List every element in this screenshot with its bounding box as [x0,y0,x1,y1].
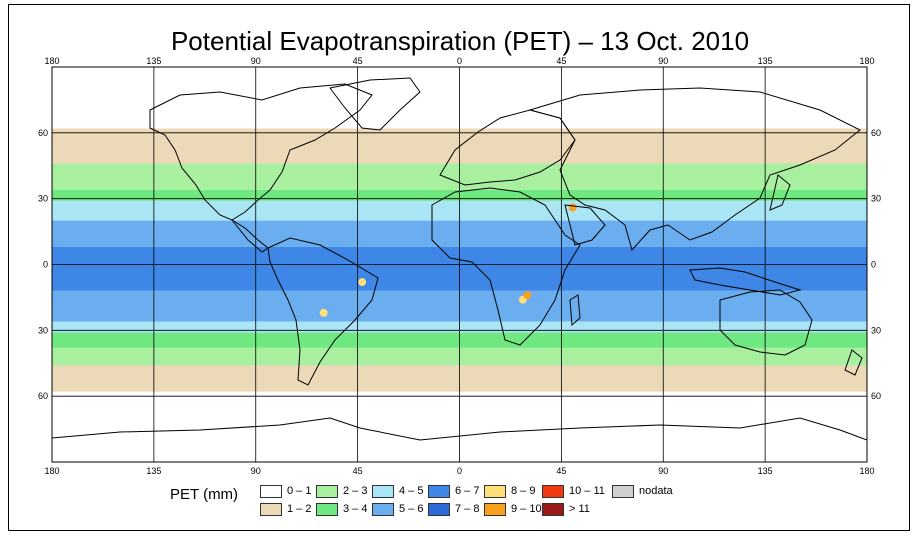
y-tick-left-1: 30 [38,194,48,204]
tick-labels: 180 180 135 135 90 90 45 45 0 0 45 45 90 90 135 135 180 1… [38,56,881,476]
legend-label-0: 0 – 1 [287,485,312,497]
y-tick-left-0: 60 [38,128,48,138]
legend-label-6: 6 – 7 [455,485,480,497]
australia-outline [719,289,813,356]
pet-hotspot-3 [319,308,328,317]
y-tick-right-1: 30 [871,194,881,204]
legend-label-3: 3 – 4 [343,503,368,515]
map-border [51,66,868,463]
legend-swatch-1 [260,503,282,516]
x-tick-bottom-5: 45 [556,466,566,476]
y-tick-right-4: 60 [871,391,881,401]
legend-label-12: nodata [639,485,673,497]
legend-swatch-11 [542,503,564,516]
legend-swatch-10 [542,485,564,498]
x-tick-top-4: 0 [457,56,462,66]
legend-swatch-12 [612,485,634,498]
asia-outline [528,87,861,252]
legend-swatch-0 [260,485,282,498]
coastlines [52,77,867,441]
x-tick-top-5: 45 [556,56,566,66]
x-tick-bottom-2: 90 [251,466,261,476]
x-tick-bottom-6: 90 [658,466,668,476]
sea-islands-outline [689,267,802,296]
x-tick-top-2: 90 [251,56,261,66]
y-tick-right-0: 60 [871,128,881,138]
x-tick-top-0: 180 [44,56,59,66]
pet-hotspot-4 [568,203,577,212]
pet-hotspot-1 [523,291,532,300]
legend-label-11: > 11 [569,503,590,515]
legend-label-4: 4 – 5 [399,485,424,497]
legend-swatch-2 [316,485,338,498]
legend-swatch-6 [428,485,450,498]
y-tick-left-3: 30 [38,325,48,335]
legend-swatch-3 [316,503,338,516]
madagascar-outline [569,294,581,327]
legend-label-2: 2 – 3 [343,485,368,497]
legend-title: PET (mm) [170,486,239,503]
y-tick-left-4: 60 [38,391,48,401]
legend-swatch-5 [372,503,394,516]
legend-label-9: 9 – 10 [511,503,542,515]
x-tick-bottom-3: 45 [353,466,363,476]
north-america-outline [149,83,373,221]
y-tick-right-3: 30 [871,325,881,335]
x-tick-bottom-7: 135 [758,466,773,476]
legend-label-8: 8 – 9 [511,485,536,497]
legend-swatch-7 [428,503,450,516]
x-tick-top-8: 180 [859,56,874,66]
antarctica-outline [52,417,867,441]
x-tick-bottom-4: 0 [457,466,462,476]
x-tick-bottom-0: 180 [44,466,59,476]
legend-swatch-9 [484,503,506,516]
legend-label-10: 10 – 11 [569,485,605,497]
y-tick-right-2: 0 [871,260,876,270]
legend-swatch-8 [484,485,506,498]
africa-outline [431,187,581,346]
x-tick-bottom-8: 180 [859,466,874,476]
legend-label-1: 1 – 2 [287,503,312,515]
y-tick-left-2: 0 [43,260,48,270]
legend-swatch-4 [372,485,394,498]
greenland-outline [329,77,421,131]
south-america-outline [267,237,379,386]
legend-label-5: 5 – 6 [399,503,424,515]
legend-label-7: 7 – 8 [455,503,480,515]
map-title: Potential Evapotranspiration (PET) – 13 … [170,26,750,56]
x-tick-top-7: 135 [758,56,773,66]
x-tick-top-1: 135 [146,56,161,66]
figure-frame [8,4,910,531]
arabia-outline [564,204,606,246]
pet-hotspot-2 [358,278,367,287]
x-tick-bottom-1: 135 [146,466,161,476]
new-zealand-outline [844,349,863,376]
x-tick-top-3: 45 [353,56,363,66]
x-tick-top-6: 90 [658,56,668,66]
